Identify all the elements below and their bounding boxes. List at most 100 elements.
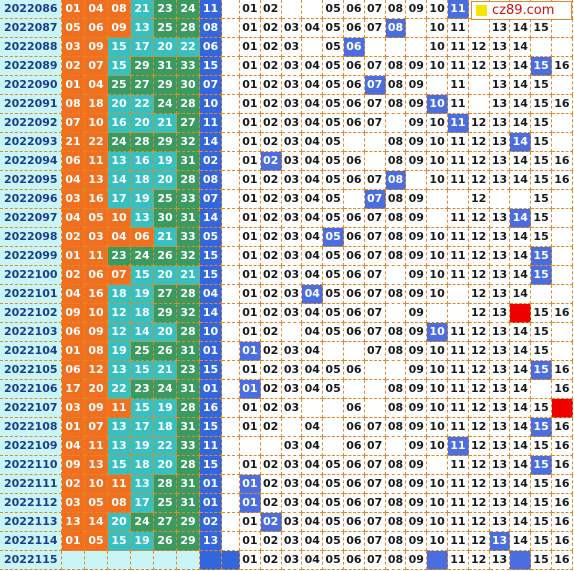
distribution-cell: 04 — [302, 323, 324, 342]
distribution-cell: 08 — [385, 494, 407, 513]
period-cell: 2022112 — [0, 494, 62, 513]
distribution-cell — [364, 399, 386, 418]
distribution-cell: 04 — [302, 171, 324, 190]
blue-ball-cell: 02 — [200, 513, 222, 532]
distribution-cell: 06 — [344, 114, 365, 133]
distribution-cell: 01 — [240, 152, 261, 171]
distribution-cell: 09 — [406, 190, 428, 209]
red-ball-cell: 21 — [154, 114, 177, 133]
distribution-cell: 03 — [281, 19, 303, 38]
distribution-cell: 14 — [510, 266, 532, 285]
blue-ball-cell: 07 — [200, 190, 222, 209]
distribution-cell: 01 — [240, 57, 261, 76]
red-ball-cell: 09 — [85, 399, 108, 418]
blue-ball-cell: 11 — [200, 114, 222, 133]
distribution-cell: 16 — [552, 494, 573, 513]
distribution-cell — [448, 190, 469, 209]
distribution-cell — [364, 361, 386, 380]
distribution-cell: 01 — [240, 342, 261, 361]
period-cell: 2022097 — [0, 209, 62, 228]
distribution-cell: 15 — [531, 152, 552, 171]
distribution-cell: 15 — [531, 228, 552, 247]
distribution-cell: 01 — [240, 456, 261, 475]
distribution-cell: 04 — [302, 209, 324, 228]
red-ball-cell — [154, 551, 177, 570]
distribution-cell: 14 — [510, 114, 532, 133]
distribution-cell: 11 — [448, 532, 469, 551]
period-cell: 2022114 — [0, 532, 62, 551]
red-ball-cell: 25 — [108, 76, 131, 95]
distribution-cell: 11 — [448, 456, 469, 475]
distribution-cell: 04 — [302, 342, 324, 361]
distribution-cell: 06 — [344, 361, 365, 380]
distribution-cell: 04 — [302, 190, 324, 209]
distribution-cell: 05 — [323, 532, 344, 551]
distribution-cell: 05 — [323, 133, 344, 152]
distribution-cell: 03 — [281, 551, 303, 570]
spacer-cell — [222, 209, 240, 228]
distribution-cell: 04 — [302, 228, 324, 247]
distribution-cell: 13 — [489, 494, 511, 513]
distribution-cell: 15 — [531, 494, 552, 513]
distribution-cell: 06 — [344, 456, 365, 475]
distribution-cell: 03 — [281, 171, 303, 190]
distribution-cell: 07 — [364, 95, 386, 114]
distribution-cell: 14 — [510, 152, 532, 171]
red-ball-cell: 33 — [177, 190, 200, 209]
red-ball-cell: 16 — [131, 152, 154, 171]
distribution-cell: 15 — [531, 323, 552, 342]
distribution-cell: 15 — [531, 209, 552, 228]
distribution-cell: 13 — [489, 228, 511, 247]
red-ball-cell: 24 — [154, 380, 177, 399]
spacer-cell — [222, 114, 240, 133]
distribution-cell: 06 — [344, 228, 365, 247]
distribution-cell: 09 — [406, 95, 428, 114]
period-cell: 2022087 — [0, 19, 62, 38]
distribution-cell: 04 — [302, 532, 324, 551]
red-ball-cell: 22 — [131, 95, 154, 114]
distribution-cell: 12 — [468, 323, 490, 342]
distribution-cell: 09 — [406, 513, 428, 532]
red-ball-cell: 09 — [108, 19, 131, 38]
distribution-cell: 08 — [385, 247, 407, 266]
distribution-cell: 08 — [385, 133, 407, 152]
red-ball-cell: 18 — [108, 285, 131, 304]
distribution-cell: 11 — [448, 399, 469, 418]
distribution-cell: 01 — [240, 209, 261, 228]
distribution-cell: 14 — [510, 38, 532, 57]
distribution-cell: 08 — [385, 532, 407, 551]
red-ball-cell: 23 — [154, 0, 177, 19]
distribution-cell: 08 — [385, 19, 407, 38]
distribution-cell: 06 — [344, 152, 365, 171]
red-ball-cell: 01 — [62, 532, 85, 551]
red-ball-cell: 03 — [62, 399, 85, 418]
distribution-cell: 06 — [344, 323, 365, 342]
red-ball-cell: 20 — [108, 95, 131, 114]
distribution-cell: 11 — [448, 437, 469, 456]
red-ball-cell: 19 — [131, 437, 154, 456]
distribution-cell: 12 — [468, 38, 490, 57]
red-ball-cell: 29 — [177, 513, 200, 532]
distribution-cell: 11 — [448, 19, 469, 38]
distribution-cell: 09 — [406, 323, 428, 342]
distribution-cell: 04 — [302, 494, 324, 513]
red-ball-cell: 01 — [62, 342, 85, 361]
distribution-cell: 07 — [364, 475, 386, 494]
spacer-cell — [222, 57, 240, 76]
red-ball-cell: 29 — [154, 76, 177, 95]
spacer-cell — [222, 228, 240, 247]
distribution-cell: 05 — [323, 171, 344, 190]
red-ball-cell: 28 — [177, 323, 200, 342]
distribution-cell: 09 — [406, 152, 428, 171]
distribution-cell: 01 — [240, 171, 261, 190]
spacer-cell — [222, 399, 240, 418]
spacer-cell — [222, 513, 240, 532]
distribution-cell: 01 — [240, 494, 261, 513]
distribution-cell: 12 — [468, 456, 490, 475]
distribution-cell: 09 — [406, 399, 428, 418]
distribution-cell: 15 — [531, 57, 552, 76]
blue-ball-cell: 04 — [200, 285, 222, 304]
distribution-cell: 02 — [260, 247, 282, 266]
red-ball-cell: 18 — [85, 95, 108, 114]
distribution-cell: 10 — [427, 532, 448, 551]
